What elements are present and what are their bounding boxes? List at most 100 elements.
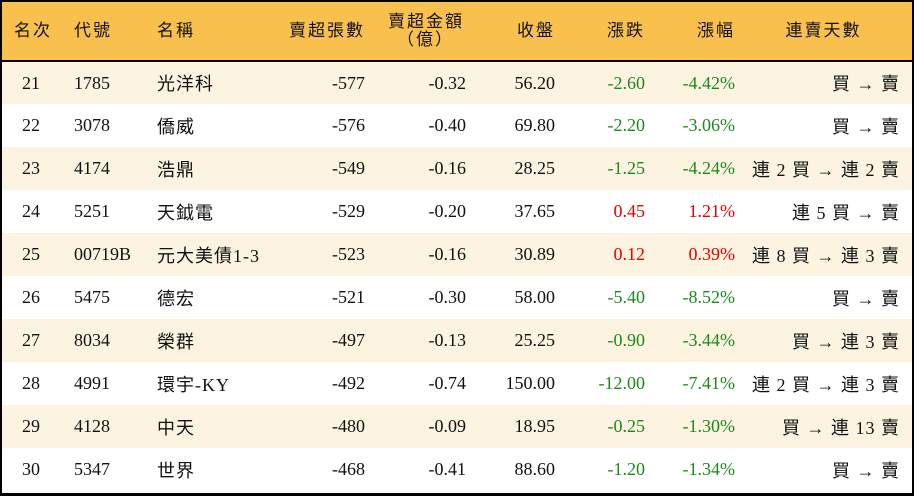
table-row[interactable]: 22 3078 僑威 -576 -0.40 69.80 -2.20 -3.06%… (2, 104, 912, 147)
cell-sell-volume: -468 (332, 459, 365, 479)
cell-name: 天鉞電 (157, 202, 214, 223)
header-name: 名稱 (157, 21, 195, 40)
cell-change-pct: -7.41% (682, 373, 736, 393)
cell-streak: 買 → 賣 (832, 116, 900, 137)
cell-streak: 連 5 買 → 賣 (792, 202, 900, 223)
cell-code: 5475 (74, 287, 110, 307)
cell-rank: 22 (22, 115, 40, 135)
cell-close: 150.00 (505, 373, 556, 393)
table-row[interactable]: 27 8034 榮群 -497 -0.13 25.25 -0.90 -3.44%… (2, 319, 912, 362)
cell-code: 3078 (74, 115, 110, 135)
cell-name: 德宏 (157, 288, 195, 309)
cell-close: 30.89 (514, 244, 556, 264)
table-row[interactable]: 29 4128 中天 -480 -0.09 18.95 -0.25 -1.30%… (2, 405, 912, 448)
cell-change-pct: -1.34% (682, 459, 736, 479)
cell-name: 元大美債1-3 (157, 245, 260, 266)
cell-close: 37.65 (514, 201, 556, 221)
header-sell-amount: 賣超金額 （億） (365, 2, 466, 61)
header-sell-amount-unit: （億） (397, 30, 454, 49)
header-sell-volume: 賣超張數 (289, 21, 365, 40)
cell-change: -1.25 (607, 158, 646, 178)
cell-code: 00719B (74, 244, 132, 264)
cell-rank: 28 (22, 373, 40, 393)
table-header-row: 名次 代號 名稱 賣超張數 賣超金額 （億） 收盤 漲跌 漲幅 連賣天數 (2, 2, 912, 61)
cell-streak: 買 → 賣 (832, 288, 900, 309)
cell-change-pct: -1.30% (682, 416, 736, 436)
cell-code: 5251 (74, 201, 110, 221)
cell-change-pct: -4.42% (682, 72, 736, 93)
cell-streak: 買 → 賣 (832, 74, 900, 94)
cell-change-pct: 1.21% (688, 201, 736, 221)
header-code: 代號 (74, 21, 112, 40)
cell-close: 56.20 (514, 72, 556, 93)
cell-sell-amount: -0.41 (428, 459, 467, 479)
cell-rank: 26 (22, 287, 40, 307)
cell-sell-amount: -0.30 (428, 287, 467, 307)
cell-sell-amount: -0.74 (428, 373, 467, 393)
cell-streak: 連 2 買 → 連 2 賣 (752, 159, 900, 180)
cell-change: -5.40 (607, 287, 646, 307)
cell-sell-amount: -0.09 (428, 416, 467, 436)
cell-sell-amount: -0.16 (428, 244, 467, 264)
cell-sell-volume: -529 (332, 201, 365, 221)
table-body: 21 1785 光洋科 -577 -0.32 56.20 -2.60 -4.42… (2, 61, 912, 491)
cell-name: 環宇-KY (157, 374, 230, 395)
cell-sell-volume: -577 (332, 72, 365, 93)
cell-change-pct: 0.39% (688, 244, 736, 264)
cell-rank: 29 (22, 416, 40, 436)
cell-change: 0.45 (613, 201, 646, 221)
cell-streak: 連 2 買 → 連 3 賣 (752, 374, 900, 395)
header-sell-amount-label: 賣超金額 (388, 12, 464, 31)
cell-code: 1785 (74, 72, 110, 93)
table-row[interactable]: 28 4991 環宇-KY -492 -0.74 150.00 -12.00 -… (2, 362, 912, 405)
cell-close: 18.95 (514, 416, 556, 436)
cell-sell-volume: -523 (332, 244, 365, 264)
cell-change: 0.12 (613, 244, 646, 264)
cell-name: 榮群 (157, 331, 195, 352)
cell-close: 69.80 (514, 115, 556, 135)
cell-rank: 27 (22, 330, 40, 350)
cell-streak: 連 8 買 → 連 3 賣 (752, 245, 900, 266)
header-change: 漲跌 (607, 21, 645, 40)
cell-rank: 23 (22, 158, 40, 178)
cell-sell-amount: -0.16 (428, 158, 467, 178)
cell-rank: 24 (22, 201, 40, 221)
cell-code: 4991 (74, 373, 110, 393)
header-change-pct: 漲幅 (697, 21, 735, 40)
cell-code: 8034 (74, 330, 110, 350)
table-row[interactable]: 30 5347 世界 -468 -0.41 88.60 -1.20 -1.34%… (2, 448, 912, 491)
cell-sell-amount: -0.40 (428, 115, 467, 135)
cell-sell-volume: -549 (332, 158, 365, 178)
cell-change: -2.60 (607, 72, 646, 93)
table-row[interactable]: 23 4174 浩鼎 -549 -0.16 28.25 -1.25 -4.24%… (2, 147, 912, 190)
cell-name: 中天 (157, 417, 195, 438)
table-row[interactable]: 26 5475 德宏 -521 -0.30 58.00 -5.40 -8.52%… (2, 276, 912, 319)
cell-change-pct: -4.24% (682, 158, 736, 178)
cell-change-pct: -8.52% (682, 287, 736, 307)
cell-change: -0.90 (607, 330, 646, 350)
table-row[interactable]: 25 00719B 元大美債1-3 -523 -0.16 30.89 0.12 … (2, 233, 912, 276)
cell-name: 僑威 (157, 116, 195, 137)
cell-change-pct: -3.44% (682, 330, 736, 350)
cell-change-pct: -3.06% (682, 115, 736, 135)
cell-name: 光洋科 (157, 74, 214, 94)
header-close: 收盤 (517, 21, 555, 40)
cell-sell-volume: -576 (332, 115, 365, 135)
cell-name: 浩鼎 (157, 159, 195, 180)
cell-close: 25.25 (514, 330, 556, 350)
cell-streak: 買 → 賣 (832, 460, 900, 481)
header-rank: 名次 (14, 21, 52, 40)
cell-sell-amount: -0.20 (428, 201, 467, 221)
table-row[interactable]: 24 5251 天鉞電 -529 -0.20 37.65 0.45 1.21% … (2, 190, 912, 233)
table-row[interactable]: 21 1785 光洋科 -577 -0.32 56.20 -2.60 -4.42… (2, 61, 912, 104)
cell-code: 4128 (74, 416, 110, 436)
cell-close: 28.25 (514, 158, 556, 178)
header-streak: 連賣天數 (785, 21, 862, 40)
cell-rank: 30 (22, 459, 40, 479)
cell-change: -12.00 (598, 373, 646, 393)
cell-change: -0.25 (607, 416, 646, 436)
cell-close: 58.00 (514, 287, 556, 307)
cell-streak: 買 → 連 3 賣 (792, 331, 900, 352)
